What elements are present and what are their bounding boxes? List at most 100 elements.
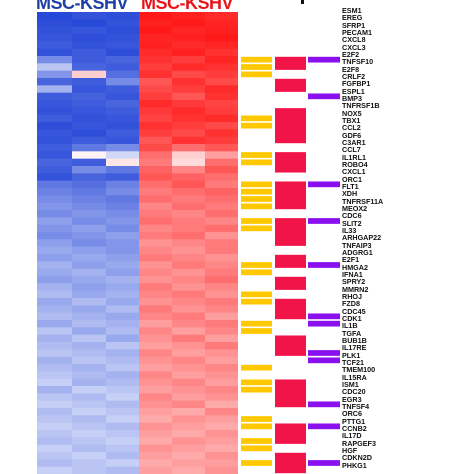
- gene-label: TMEM100: [342, 365, 376, 375]
- gene-label: CXCL8: [342, 35, 366, 45]
- heatmap-cell: [205, 298, 238, 306]
- heatmap-cell: [37, 63, 72, 72]
- heatmap-cell: [37, 342, 72, 350]
- heatmap-cell: [205, 188, 238, 196]
- heatmap-cell: [205, 151, 238, 160]
- heatmap-cell: [106, 444, 139, 453]
- heatmap-cell: [37, 349, 72, 358]
- annotation-red-mark: [275, 218, 306, 246]
- heatmap-cell: [106, 224, 139, 233]
- gene-label: ESPL1: [342, 86, 365, 96]
- heatmap-cell: [37, 386, 72, 394]
- heatmap-cell: [205, 41, 238, 50]
- heatmap-cell: [139, 290, 172, 299]
- heatmap-cell: [139, 371, 172, 380]
- heatmap-cell: [139, 232, 172, 240]
- heatmap-cell: [72, 261, 106, 270]
- heatmap-cell: [139, 393, 172, 402]
- heatmap-cell: [106, 312, 139, 321]
- annotation-red-mark: [275, 276, 306, 290]
- heatmap-cell: [205, 400, 238, 409]
- gene-label: TNFSF10: [342, 57, 374, 67]
- annotation-yellow-mark: [241, 328, 272, 334]
- heatmap-cell: [139, 48, 172, 57]
- heatmap-cell: [37, 122, 72, 130]
- annotation-purple-mark: [308, 320, 340, 327]
- heatmap-cell: [139, 188, 172, 196]
- gene-label: CXCL3: [342, 42, 366, 52]
- heatmap-cell: [139, 70, 172, 79]
- heatmap-cell: [37, 408, 72, 416]
- gene-label: IFNA1: [342, 270, 363, 279]
- gene-label: CDC45: [342, 306, 366, 316]
- header-mock: MSC-KSHV: [36, 0, 129, 13]
- heatmap-cell: [37, 459, 72, 468]
- heatmap-cell: [37, 415, 72, 424]
- heatmap-cell: [37, 276, 72, 284]
- heatmap-cell: [205, 283, 238, 292]
- heatmap-cell: [139, 254, 172, 262]
- heatmap-cell: [37, 246, 72, 255]
- heatmap-cell: [139, 422, 172, 431]
- heatmap-cell: [139, 41, 172, 50]
- heatmap-cell: [205, 422, 238, 431]
- heatmap-cell: [37, 268, 72, 277]
- heatmap-cell: [205, 327, 238, 336]
- heatmap-cell: [72, 100, 106, 108]
- heatmap-cell: [106, 56, 139, 64]
- heatmap-cell: [72, 386, 106, 394]
- heatmap-cell: [139, 107, 172, 116]
- heatmap-cell: [72, 173, 106, 182]
- heatmap-cell: [172, 371, 205, 380]
- heatmap-cell: [139, 63, 172, 72]
- heatmap-cell: [37, 444, 72, 453]
- annotation-yellow-mark: [241, 423, 272, 430]
- heatmap-cell: [172, 283, 205, 292]
- heatmap-cell: [106, 41, 139, 50]
- gene-label: CRLF2: [342, 72, 366, 81]
- heatmap-cell: [72, 217, 106, 226]
- heatmap-cell: [72, 349, 106, 358]
- heatmap-cell: [72, 378, 106, 387]
- heatmap-cell: [172, 34, 205, 42]
- heatmap-cell: [72, 41, 106, 50]
- annotation-yellow-mark: [241, 196, 272, 202]
- heatmap-cell: [205, 342, 238, 350]
- heatmap-cell: [37, 312, 72, 321]
- heatmap-cell: [37, 371, 72, 380]
- heatmap-cell: [139, 92, 172, 101]
- annotation-yellow-mark: [241, 152, 272, 158]
- heatmap-cell: [172, 356, 205, 365]
- heatmap-cell: [72, 415, 106, 424]
- heatmap-cell: [139, 239, 172, 248]
- heatmap-cell: [139, 408, 172, 416]
- heatmap-cell: [106, 298, 139, 306]
- heatmap-cell: [172, 415, 205, 424]
- heatmap-cell: [139, 415, 172, 424]
- heatmap-cell: [37, 92, 72, 101]
- heatmap-cell: [139, 298, 172, 306]
- heatmap-cell: [139, 26, 172, 35]
- heatmap-cell: [172, 173, 205, 182]
- annotation-yellow-mark: [241, 298, 272, 305]
- heatmap-cell: [139, 246, 172, 255]
- heatmap-cell: [205, 114, 238, 123]
- heatmap-cell: [139, 122, 172, 130]
- heatmap-cell: [72, 444, 106, 453]
- heatmap-cell: [37, 151, 72, 160]
- heatmap-cell: [37, 195, 72, 204]
- heatmap-cell: [106, 290, 139, 299]
- heatmap-cell: [172, 78, 205, 86]
- gene-label: CCNB2: [342, 424, 367, 433]
- heatmap-cell: [172, 48, 205, 57]
- gene-label: XDH: [342, 189, 358, 199]
- gene-label: ORC1: [342, 174, 362, 184]
- heatmap-cell: [205, 408, 238, 416]
- annotation-red-mark: [275, 254, 306, 268]
- heatmap-cell: [37, 305, 72, 314]
- heatmap-cell: [139, 452, 172, 460]
- heatmap-cell: [106, 26, 139, 35]
- heatmap-cell: [139, 12, 172, 20]
- annotation-yellow-mark: [241, 438, 272, 444]
- heatmap-cell: [172, 239, 205, 248]
